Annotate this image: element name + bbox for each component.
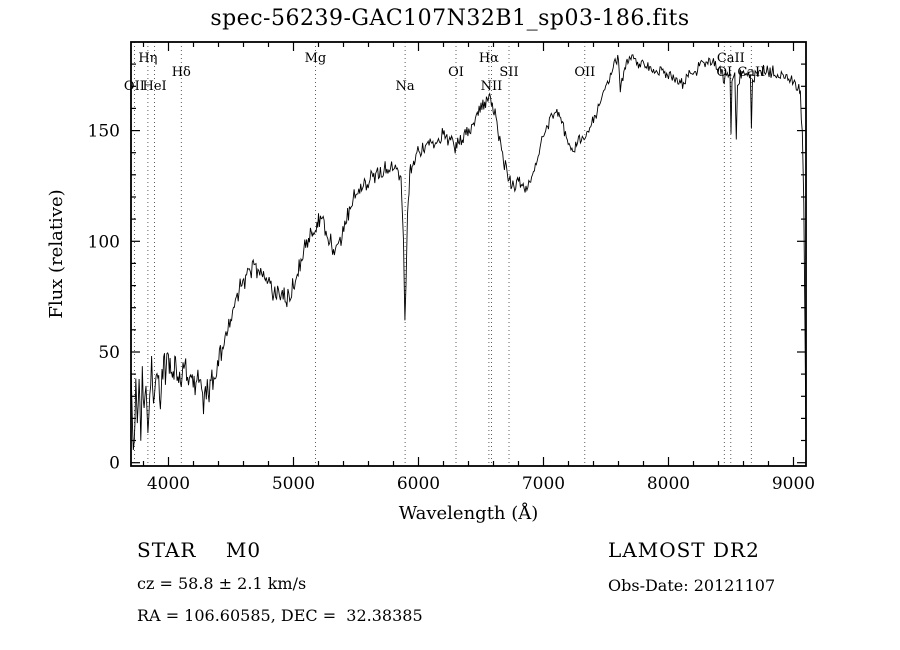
- spectral-line-label: Hη: [138, 51, 157, 66]
- spectral-line-label: OI: [448, 65, 464, 80]
- x-tick-label: 5000: [272, 474, 315, 494]
- y-tick-label: 100: [88, 232, 120, 252]
- x-tick-label: 4000: [147, 474, 190, 494]
- spectral-line-label: NII: [481, 79, 503, 94]
- spectral-line-label: Mg: [305, 51, 327, 66]
- classification-text: STAR M0: [137, 538, 262, 562]
- x-tick-label: 8000: [647, 474, 690, 494]
- spectral-line-label: Hα: [479, 51, 499, 66]
- spectral-line-label: OII: [574, 65, 595, 80]
- spectrum-trace: [130, 54, 807, 451]
- spectral-line-label: CaII: [717, 51, 745, 66]
- ra-dec-text: RA = 106.60585, DEC = 32.38385: [137, 606, 423, 625]
- x-tick-label: 9000: [772, 474, 815, 494]
- spectral-line-label: Na: [396, 79, 415, 94]
- obs-date-text: Obs-Date: 20121107: [608, 576, 776, 595]
- y-tick-label: 150: [88, 122, 120, 142]
- axis-tick-labels: 4000 5000 6000 7000 8000 9000 0 50 100 150: [88, 122, 816, 494]
- spectral-line-label: SII: [499, 65, 518, 80]
- spectral-line-markers: [133, 42, 752, 466]
- redshift-velocity-text: cz = 58.8 ± 2.1 km/s: [137, 574, 307, 593]
- x-tick-label: 7000: [522, 474, 565, 494]
- survey-release-text: LAMOST DR2: [608, 538, 760, 562]
- x-axis-label: Wavelength (Å): [399, 502, 539, 524]
- x-tick-label: 6000: [397, 474, 440, 494]
- plot-frame: [130, 41, 807, 467]
- spectral-line-label: Hδ: [172, 65, 191, 80]
- y-axis-label: Flux (relative): [46, 189, 67, 318]
- plot-title: spec-56239-GAC107N32B1_sp03-186.fits: [210, 6, 690, 31]
- spectral-line-label: HeI: [143, 79, 167, 94]
- y-tick-label: 50: [98, 343, 120, 363]
- y-tick-label: 0: [109, 454, 120, 474]
- axis-ticks: [131, 42, 806, 466]
